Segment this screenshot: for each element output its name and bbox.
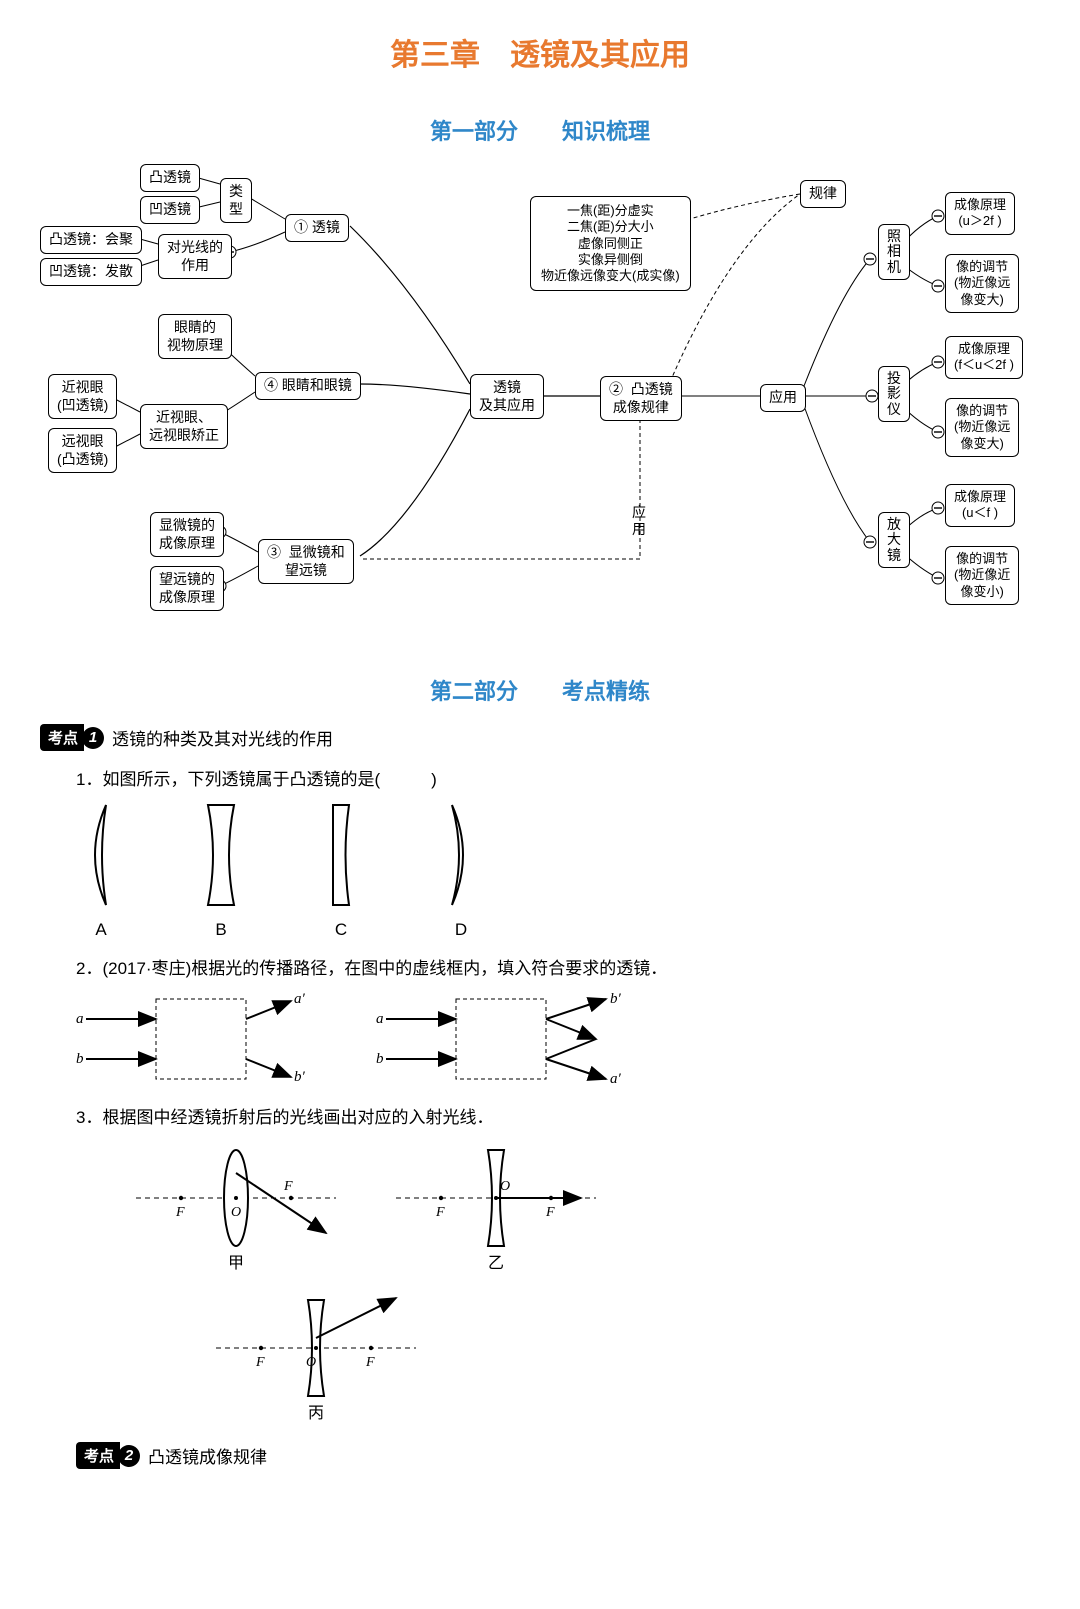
- kaodian-1-num: 1: [82, 727, 104, 749]
- svg-text:O: O: [306, 1355, 316, 1370]
- svg-text:O: O: [500, 1179, 510, 1194]
- kaodian-2-title: 凸透镜成像规律: [148, 1443, 267, 1468]
- svg-text:b: b: [376, 1051, 384, 1067]
- lens-b-icon: [196, 800, 246, 910]
- svg-text:F: F: [175, 1205, 185, 1220]
- lens-c-icon: [316, 800, 366, 910]
- lens-a-icon: [76, 800, 126, 910]
- mm-b4: ④ 眼睛和眼镜: [255, 372, 361, 400]
- q2-figure: a b a′ b′ a b b′ a′: [76, 989, 1040, 1089]
- mm-b4a: 眼睛的 视物原理: [158, 314, 232, 359]
- mm-magnifier-a: 成像原理 (u＜f ): [945, 484, 1015, 527]
- kaodian-1-label: 考点: [40, 724, 84, 751]
- kaodian-2-label: 考点: [76, 1442, 120, 1469]
- mm-b3: ③ 显微镜和 望远镜: [258, 539, 354, 584]
- mm-b1b2: 凹透镜：发散: [40, 258, 142, 286]
- svg-text:F: F: [545, 1205, 555, 1220]
- mm-b3b: 望远镜的 成像原理: [150, 566, 224, 611]
- mm-b3a: 显微镜的 成像原理: [150, 512, 224, 557]
- mm-camera: 照 相 机: [878, 224, 910, 280]
- kaodian-1-badge: 考点 1: [40, 724, 104, 751]
- q1-label-c: C: [335, 920, 347, 940]
- svg-text:a′: a′: [610, 1071, 622, 1087]
- mm-projector-a: 成像原理 (f＜u＜2f ): [945, 336, 1023, 379]
- mm-projector: 投 影 仪: [878, 366, 910, 422]
- mm-center: 透镜 及其应用: [470, 374, 544, 419]
- kaodian-2: 考点 2 凸透镜成像规律: [76, 1442, 1040, 1469]
- mm-magnifier-b: 像的调节 (物近像近 像变小): [945, 546, 1019, 605]
- mm-camera-b: 像的调节 (物近像远 像变大): [945, 254, 1019, 313]
- q2-a: a: [76, 1011, 84, 1027]
- chapter-title: 第三章 透镜及其应用: [40, 30, 1040, 74]
- kaodian-2-badge: 考点 2: [76, 1442, 140, 1469]
- svg-text:丙: 丙: [308, 1405, 324, 1422]
- svg-text:b′: b′: [610, 991, 622, 1007]
- mindmap: 透镜 及其应用 ① 透镜 类 型 凸透镜 凹透镜 对光线的 作用 凸透镜：会聚 …: [40, 164, 1040, 644]
- kaodian-2-num: 2: [118, 1445, 140, 1467]
- mm-b1b1: 凸透镜：会聚: [40, 226, 142, 254]
- svg-text:F: F: [283, 1179, 293, 1194]
- mm-app-vert: 应 用: [632, 504, 646, 538]
- q2-text: 2．(2017·枣庄)根据光的传播路径，在图中的虚线框内，填入符合要求的透镜．: [76, 954, 1040, 979]
- mm-camera-a: 成像原理 (u＞2f ): [945, 192, 1015, 235]
- mm-b4b2: 远视眼 (凸透镜): [48, 428, 117, 473]
- svg-text:F: F: [255, 1355, 265, 1370]
- mm-b1a1: 凸透镜: [140, 164, 200, 192]
- mm-b2: ② 凸透镜 成像规律: [600, 376, 682, 421]
- lens-d-icon: [436, 800, 486, 910]
- mm-projector-b: 像的调节 (物近像远 像变大): [945, 398, 1019, 457]
- mm-magnifier: 放 大 镜: [878, 512, 910, 568]
- svg-text:O: O: [231, 1205, 241, 1220]
- q1-text: 1．如图所示，下列透镜属于凸透镜的是( ): [76, 765, 1040, 790]
- mm-b4b: 近视眼、 远视眼矫正: [140, 404, 228, 449]
- q1-label-d: D: [455, 920, 467, 940]
- q2-ap: a′: [294, 991, 306, 1007]
- mm-b2b: 应用: [760, 384, 806, 412]
- kaodian-1-title: 透镜的种类及其对光线的作用: [112, 725, 333, 750]
- mm-b4b1: 近视眼 (凹透镜): [48, 374, 117, 419]
- mm-b1: ① 透镜: [285, 214, 349, 242]
- svg-text:F: F: [365, 1355, 375, 1370]
- kaodian-1: 考点 1 透镜的种类及其对光线的作用: [40, 724, 1040, 751]
- section2-title: 第二部分 考点精练: [40, 674, 1040, 706]
- svg-text:乙: 乙: [488, 1255, 504, 1272]
- svg-text:a: a: [376, 1011, 384, 1027]
- q2-bp: b′: [294, 1069, 306, 1085]
- mm-b2a: 规律: [800, 180, 846, 208]
- q1-label-b: B: [215, 920, 226, 940]
- svg-text:甲: 甲: [228, 1255, 244, 1272]
- q3-text: 3．根据图中经透镜折射后的光线画出对应的入射光线．: [76, 1103, 1040, 1128]
- svg-text:F: F: [435, 1205, 445, 1220]
- mm-b1a2: 凹透镜: [140, 196, 200, 224]
- q2-b: b: [76, 1051, 84, 1067]
- mm-b1b: 对光线的 作用: [158, 234, 232, 279]
- q1-figure: A B C D: [76, 800, 1040, 940]
- q1-label-a: A: [95, 920, 106, 940]
- section1-title: 第一部分 知识梳理: [40, 114, 1040, 146]
- mm-b1a: 类 型: [220, 178, 252, 223]
- q3-figure: F F O 甲 F F O 乙 F F O 丙: [76, 1138, 1040, 1428]
- mm-b2a-box: 一焦(距)分虚实 二焦(距)分大小 虚像同侧正 实像异侧倒 物近像远像变大(成实…: [530, 196, 691, 291]
